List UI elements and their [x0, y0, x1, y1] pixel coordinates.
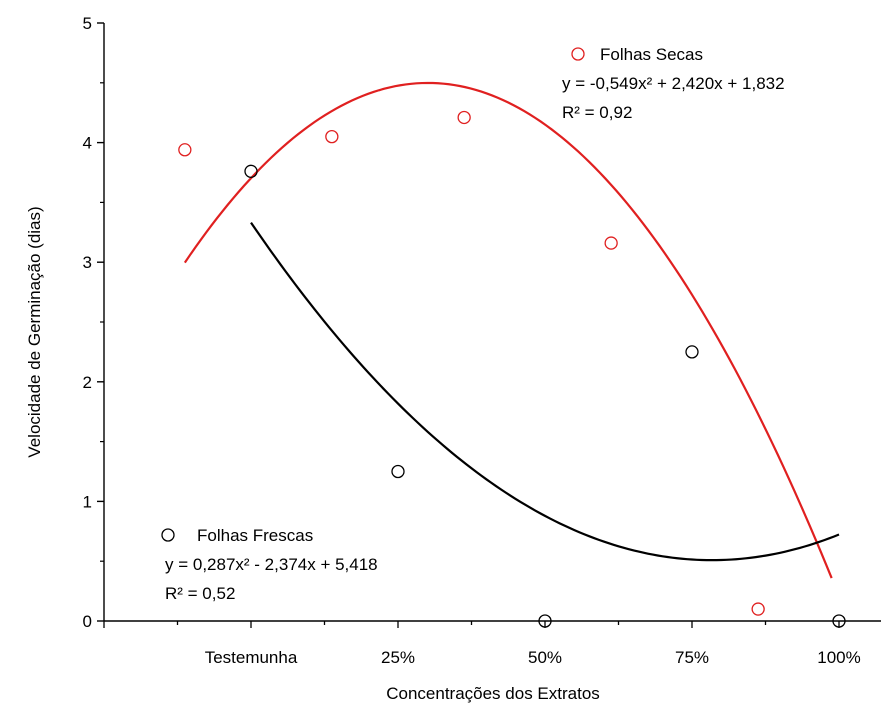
data-point-folhas-secas	[604, 236, 618, 250]
legend-label-folhas-frescas: Folhas Frescas	[197, 526, 313, 545]
data-point-folhas-frescas	[244, 164, 258, 178]
x-tick-label: Testemunha	[205, 648, 298, 667]
x-tick-label: 100%	[817, 648, 860, 667]
fit-curve-folhas-frescas	[250, 221, 840, 562]
legend-folhas-secas: Folhas Secas y = -0,549x² + 2,420x + 1,8…	[562, 45, 785, 122]
r2-folhas-secas: R² = 0,92	[562, 103, 632, 122]
data-point-folhas-secas	[751, 602, 765, 616]
data-point-folhas-frescas	[538, 614, 552, 628]
data-point-folhas-secas	[178, 143, 192, 157]
data-point-folhas-frescas	[832, 614, 846, 628]
y-tick-label: 5	[83, 14, 92, 33]
y-axis-ticks: 0 1 2 3 4 5	[83, 14, 104, 631]
legend-folhas-frescas: Folhas Frescas y = 0,287x² - 2,374x + 5,…	[161, 526, 378, 603]
data-point-folhas-secas	[457, 110, 471, 125]
y-tick-label: 1	[83, 492, 92, 511]
data-point-folhas-frescas	[685, 345, 699, 359]
x-tick-label: 75%	[675, 648, 709, 667]
y-axis-title: Velocidade de Germinação (dias)	[25, 206, 44, 457]
x-axis-title: Concentrações dos Extratos	[386, 684, 600, 703]
fit-curve-folhas-secas	[183, 81, 833, 579]
legend-marker-folhas-frescas	[161, 528, 175, 542]
legend-marker-folhas-secas	[571, 47, 585, 61]
legend-label-folhas-secas: Folhas Secas	[600, 45, 703, 64]
y-tick-label: 2	[83, 373, 92, 392]
fit-curves	[183, 81, 840, 579]
x-axis-ticks: Testemunha 25% 50% 75% 100%	[103, 621, 861, 667]
data-point-folhas-frescas	[391, 464, 405, 479]
y-tick-label: 3	[83, 253, 92, 272]
r2-folhas-frescas: R² = 0,52	[165, 584, 235, 603]
data-point-folhas-secas	[325, 129, 339, 144]
equation-folhas-secas: y = -0,549x² + 2,420x + 1,832	[562, 74, 785, 93]
y-tick-label: 4	[83, 134, 92, 153]
data-points	[178, 110, 846, 628]
x-tick-label: 25%	[381, 648, 415, 667]
equation-folhas-frescas: y = 0,287x² - 2,374x + 5,418	[165, 555, 378, 574]
y-tick-label: 0	[83, 612, 92, 631]
x-tick-label: 50%	[528, 648, 562, 667]
